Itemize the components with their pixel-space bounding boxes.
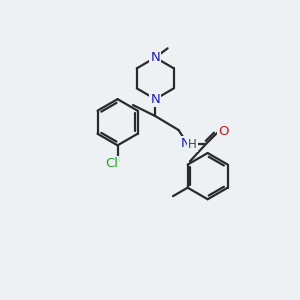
Text: Cl: Cl	[105, 157, 118, 170]
Text: N: N	[150, 93, 160, 106]
Text: N: N	[150, 51, 160, 64]
Text: O: O	[218, 125, 228, 138]
Text: H: H	[188, 138, 197, 151]
Text: N: N	[181, 137, 191, 150]
